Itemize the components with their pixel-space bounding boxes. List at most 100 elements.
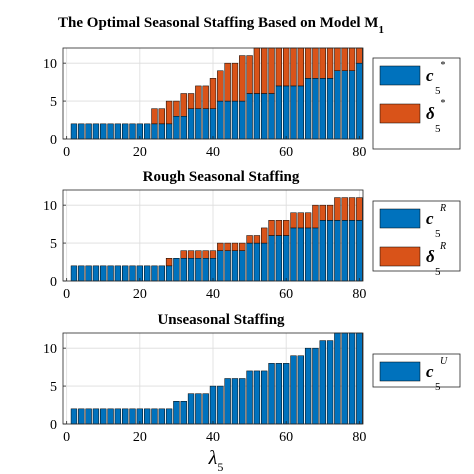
- bar-delta-38: [202, 250, 209, 259]
- bar-delta-28: [165, 100, 173, 125]
- bar-delta-64: [297, 47, 304, 87]
- bar-delta-72: [326, 47, 334, 79]
- chart-title: The Optimal Seasonal Staffing Based on M…: [58, 15, 384, 36]
- legend-sub-1: 5: [435, 228, 441, 240]
- bar-c-46: [231, 100, 239, 140]
- bar-delta-36: [195, 85, 202, 109]
- bar-c-6: [85, 265, 92, 282]
- bar-c-68: [312, 347, 319, 425]
- bar-c-38: [202, 258, 209, 282]
- bar-delta-50: [246, 55, 253, 94]
- bar-c-16: [122, 265, 129, 282]
- bar-delta-42: [217, 70, 224, 102]
- legend-swatch-1: [379, 65, 421, 86]
- bar-c-6: [85, 408, 92, 425]
- bar-c-78: [348, 220, 356, 282]
- bar-c-58: [275, 235, 283, 282]
- bar-c-46: [231, 250, 239, 282]
- bar-c-50: [246, 242, 253, 282]
- legend-swatch-2: [379, 246, 421, 267]
- bar-c-76: [341, 220, 348, 282]
- bar-delta-40: [209, 250, 217, 259]
- legend-sup-2: R: [439, 241, 446, 252]
- bar-c-68: [312, 227, 319, 282]
- bar-delta-52: [253, 47, 261, 94]
- bar-c-26: [158, 265, 165, 282]
- bar-c-74: [334, 220, 341, 282]
- x-tick-label: 60: [279, 430, 293, 445]
- y-tick-label: 0: [50, 133, 57, 148]
- bar-c-54: [261, 370, 268, 425]
- bar-c-18: [129, 408, 136, 425]
- bar-c-40: [209, 108, 217, 140]
- legend-sub-2: 5: [435, 266, 441, 278]
- bar-c-2: [70, 265, 78, 282]
- bar-delta-68: [312, 204, 319, 229]
- chart-title: Unseasonal Staffing: [157, 312, 285, 328]
- legend: cU 5: [372, 353, 461, 393]
- legend-sup-1: *: [440, 60, 445, 71]
- y-tick-label: 5: [50, 380, 57, 395]
- y-tick-label: 5: [50, 237, 57, 252]
- bar-c-28: [165, 408, 173, 425]
- legend-sub-2: 5: [435, 123, 441, 135]
- bar-c-78: [348, 70, 356, 140]
- bar-c-70: [319, 340, 326, 425]
- bar-c-44: [224, 100, 231, 140]
- bar-c-70: [319, 220, 326, 282]
- x-tick-label: 80: [352, 430, 366, 445]
- bar-delta-24: [151, 108, 158, 125]
- x-tick-label: 40: [206, 145, 220, 160]
- bar-c-30: [173, 258, 180, 282]
- legend-label-1: c: [426, 362, 434, 381]
- bar-c-8: [92, 265, 100, 282]
- legend-sup-1: U: [440, 356, 448, 367]
- y-tick-label: 0: [50, 275, 57, 290]
- x-tick-label: 20: [133, 145, 147, 160]
- bar-delta-70: [319, 204, 326, 221]
- bar-c-60: [282, 85, 290, 140]
- bar-c-18: [129, 265, 136, 282]
- bar-c-52: [253, 93, 261, 140]
- x-axis-label-subscript: 5: [217, 460, 223, 474]
- bar-c-58: [275, 363, 283, 425]
- bar-delta-52: [253, 235, 261, 244]
- bar-delta-56: [268, 47, 275, 94]
- bar-c-22: [143, 265, 151, 282]
- bar-c-18: [129, 123, 136, 140]
- bar-c-32: [180, 116, 187, 140]
- bar-c-16: [122, 123, 129, 140]
- bar-c-22: [143, 123, 151, 140]
- x-tick-label: 0: [63, 145, 70, 160]
- bar-c-42: [217, 385, 224, 425]
- bar-delta-66: [304, 47, 312, 79]
- y-tick-label: 10: [43, 342, 57, 357]
- bar-delta-26: [158, 108, 165, 125]
- bar-delta-30: [173, 100, 180, 117]
- bar-c-26: [158, 408, 165, 425]
- bar-delta-44: [224, 62, 231, 102]
- bar-c-10: [100, 123, 107, 140]
- bar-c-2: [70, 123, 78, 140]
- legend-swatch-1: [379, 361, 421, 382]
- bar-c-24: [151, 123, 158, 140]
- bar-delta-42: [217, 242, 224, 251]
- bar-delta-58: [275, 220, 283, 236]
- x-tick-label: 60: [279, 287, 293, 302]
- bar-delta-62: [290, 47, 297, 87]
- bar-c-36: [195, 393, 202, 425]
- bar-c-54: [261, 93, 268, 140]
- y-tick-label: 5: [50, 95, 57, 110]
- bar-delta-60: [282, 47, 290, 87]
- bar-c-24: [151, 408, 158, 425]
- legend-swatch-2: [379, 103, 421, 124]
- bar-c-32: [180, 258, 187, 282]
- bar-c-74: [334, 332, 341, 425]
- bar-delta-32: [180, 93, 187, 117]
- bar-delta-66: [304, 212, 312, 229]
- x-tick-label: 20: [133, 287, 147, 302]
- bar-delta-78: [348, 47, 356, 71]
- bar-c-34: [187, 258, 195, 282]
